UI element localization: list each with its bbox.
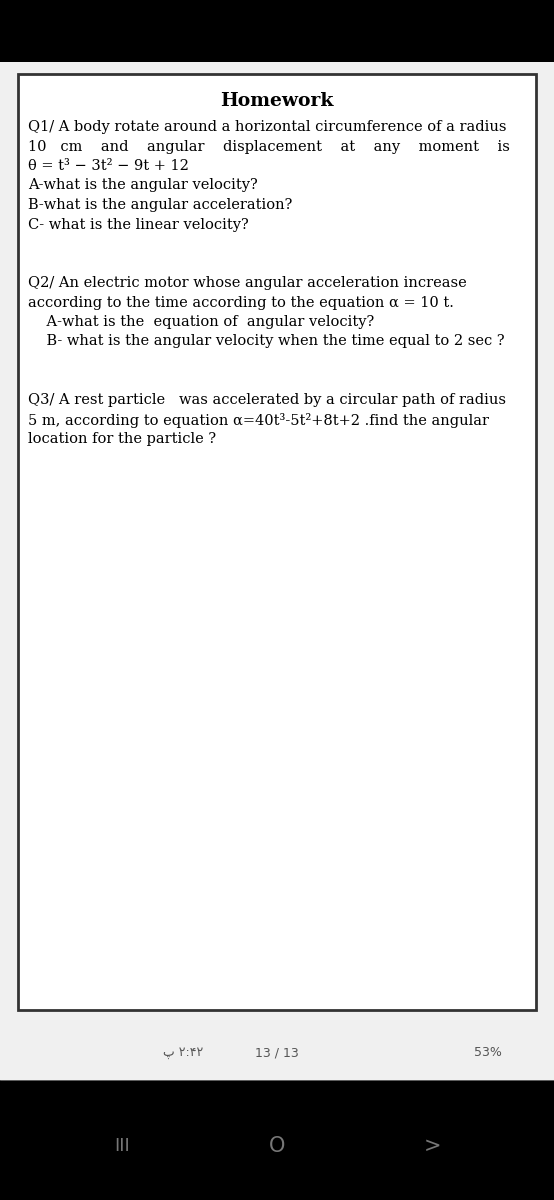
Text: C- what is the linear velocity?: C- what is the linear velocity?	[28, 217, 249, 232]
Text: according to the time according to the equation α = 10 t.: according to the time according to the e…	[28, 295, 454, 310]
Text: >: >	[423, 1136, 441, 1156]
Text: A-what is the  equation of  angular velocity?: A-what is the equation of angular veloci…	[28, 314, 375, 329]
Bar	[18, 74, 536, 1010]
Bar	[0, 0, 554, 62]
Text: 53%: 53%	[474, 1046, 501, 1058]
Bar	[0, 1080, 554, 1200]
Text: III: III	[114, 1138, 130, 1154]
Text: B- what is the angular velocity when the time equal to 2 sec ?: B- what is the angular velocity when the…	[28, 335, 505, 348]
Text: پ ۲:۴۲: پ ۲:۴۲	[163, 1046, 203, 1058]
Text: 13 / 13: 13 / 13	[255, 1046, 299, 1058]
Text: Homework: Homework	[220, 92, 334, 110]
Text: Q1/ A body rotate around a horizontal circumference of a radius: Q1/ A body rotate around a horizontal ci…	[28, 120, 506, 134]
Text: Q3/ A rest particle   was accelerated by a circular path of radius: Q3/ A rest particle was accelerated by a…	[28, 392, 506, 407]
Text: O: O	[269, 1136, 285, 1156]
Text: 5 m, according to equation α=40t³-5t²+8t+2 .find the angular: 5 m, according to equation α=40t³-5t²+8t…	[28, 413, 489, 427]
Text: A-what is the angular velocity?: A-what is the angular velocity?	[28, 179, 258, 192]
Text: location for the particle ?: location for the particle ?	[28, 432, 216, 446]
Text: θ = t³ − 3t² − 9t + 12: θ = t³ − 3t² − 9t + 12	[28, 158, 189, 173]
Text: 10   cm    and    angular    displacement    at    any    moment    is: 10 cm and angular displacement at any mo…	[28, 139, 510, 154]
Text: Q2/ An electric motor whose angular acceleration increase: Q2/ An electric motor whose angular acce…	[28, 276, 467, 290]
Text: B-what is the angular acceleration?: B-what is the angular acceleration?	[28, 198, 293, 212]
